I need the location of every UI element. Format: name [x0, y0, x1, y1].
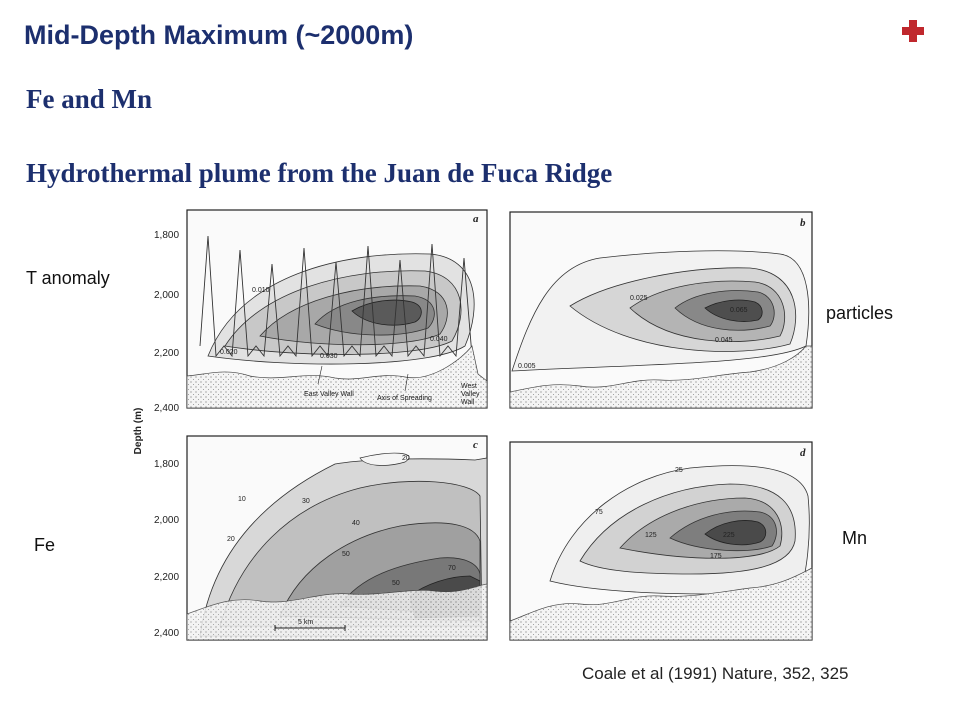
label-fe: Fe: [34, 535, 56, 555]
contour-label: 0.025: [630, 295, 648, 302]
depth-tick: 2,000: [154, 515, 179, 526]
contour-label: 225: [723, 532, 735, 539]
contour-label: 0.020: [220, 349, 238, 356]
subtitle-plume: Hydrothermal plume from the Juan de Fuca…: [26, 158, 613, 188]
contour-label: 20: [402, 455, 410, 462]
scale-bar-label: 5 km: [298, 619, 313, 626]
contour-label: 50: [392, 580, 400, 587]
plus-icon: [902, 20, 924, 42]
depth-ticks-lower: 1,800 2,000 2,200 2,400: [154, 459, 179, 639]
plume-figure: Depth (m) a 0.010 0.020 0.030 0.040 East…: [133, 209, 813, 641]
panel-letter-b: b: [800, 217, 806, 229]
label-t-anomaly: T anomaly: [26, 268, 110, 288]
depth-ticks-upper: 1,800 2,000 2,200 2,400: [154, 230, 179, 414]
label-mn: Mn: [842, 528, 868, 548]
annotation-valley: Valley: [461, 391, 480, 398]
depth-tick: 1,800: [154, 230, 179, 241]
panel-letter-d: d: [800, 447, 806, 459]
panel-letter-c: c: [473, 439, 478, 451]
contour-label: 175: [710, 553, 722, 560]
contour-label: 0.030: [320, 353, 338, 360]
contour-label: 125: [645, 532, 657, 539]
contour-label: 10: [238, 496, 246, 503]
depth-tick: 2,400: [154, 628, 179, 639]
citation: Coale et al (1991) Nature, 352, 325: [582, 664, 849, 683]
contour-label: 75: [595, 509, 603, 516]
contour-label: 0.065: [730, 307, 748, 314]
panel-letter-a: a: [473, 213, 479, 225]
contour-label: 40: [352, 520, 360, 527]
label-particles: particles: [826, 303, 894, 323]
contour-label: 0.010: [252, 287, 270, 294]
annotation-axis-of-spreading: Axis of Spreading: [377, 395, 432, 402]
slide-title: Mid-Depth Maximum (~2000m): [24, 20, 414, 50]
annotation-east-valley-wall: East Valley Wall: [304, 391, 354, 398]
contour-label: 0.040: [430, 336, 448, 343]
contour-label: 50: [342, 551, 350, 558]
annotation-west: West: [461, 383, 477, 390]
annotation-wall: Wall: [461, 399, 475, 406]
contour-label: 25: [675, 467, 683, 474]
depth-axis-label: Depth (m): [133, 408, 144, 455]
depth-tick: 1,800: [154, 459, 179, 470]
contour-label: 0.045: [715, 337, 733, 344]
panel-c: c 20 10 30 20 40 50 70 50 5 km: [186, 435, 488, 641]
contour-label: 70: [448, 565, 456, 572]
panel-a: a 0.010 0.020 0.030 0.040 East Valley Wa…: [186, 209, 488, 409]
panel-b: b 0.025 0.065 0.045 0.005: [509, 211, 813, 409]
contour-label: 20: [227, 536, 235, 543]
depth-tick: 2,200: [154, 572, 179, 583]
contour-label: 30: [302, 498, 310, 505]
subtitle-fe-mn: Fe and Mn: [26, 84, 153, 114]
panel-d: d 25 75 125 225 175: [509, 441, 813, 641]
depth-tick: 2,000: [154, 290, 179, 301]
contour-label: 0.005: [518, 363, 536, 370]
depth-tick: 2,400: [154, 403, 179, 414]
depth-tick: 2,200: [154, 348, 179, 359]
